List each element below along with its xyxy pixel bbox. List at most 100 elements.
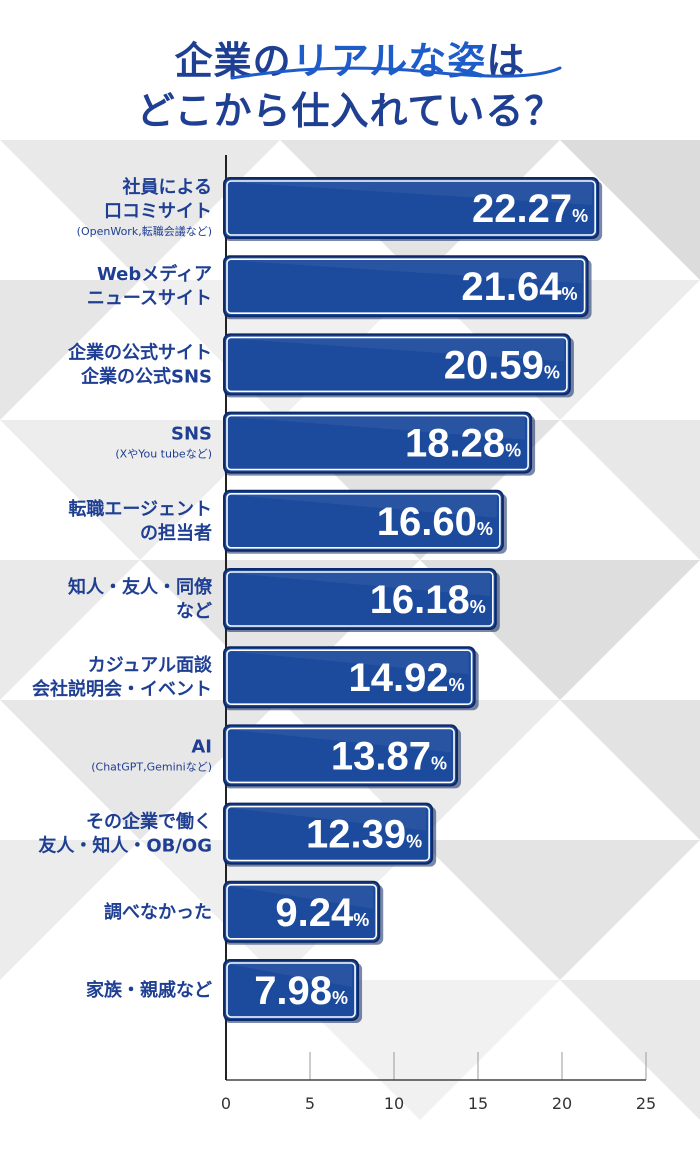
bar-value-number: 18.28 bbox=[405, 422, 505, 466]
category-label: SNS (XやYou tubeなど) bbox=[115, 424, 212, 461]
bar-group: 20.59% bbox=[223, 333, 574, 398]
bar-value-label: 12.39% bbox=[306, 813, 422, 857]
bar-value-number: 16.60 bbox=[377, 500, 477, 544]
bar-value-percent: % bbox=[470, 597, 486, 617]
bar-group: 14.92% bbox=[223, 646, 479, 711]
bar-inner-border bbox=[226, 883, 378, 940]
bar-inner-border bbox=[226, 649, 473, 706]
category-label: AI (ChatGPT,Geminiなど) bbox=[91, 736, 212, 773]
category-label-line: ニュースサイト bbox=[87, 288, 212, 309]
bar-inner-border bbox=[226, 336, 568, 393]
bar bbox=[223, 489, 504, 552]
bar-value-percent: % bbox=[505, 441, 521, 461]
category-label-line: 知人・友人・同僚 bbox=[68, 576, 213, 598]
category-label-line: 社員による bbox=[123, 176, 212, 198]
title-line-2: どこから仕入れている？ bbox=[136, 89, 564, 133]
bar-value-number: 14.92 bbox=[349, 656, 449, 700]
bar-value-label: 22.27% bbox=[472, 187, 588, 231]
bar bbox=[223, 568, 497, 630]
bar-group: 12.39% bbox=[223, 802, 437, 867]
category-label-line: など bbox=[176, 601, 212, 622]
bar-value-percent: % bbox=[562, 284, 578, 304]
category-note: (ChatGPT,Geminiなど) bbox=[91, 760, 212, 773]
category-label: 調べなかった bbox=[104, 901, 212, 923]
category-label: 家族・親戚など bbox=[86, 979, 212, 1001]
bar-sheen bbox=[228, 651, 469, 675]
bar bbox=[223, 724, 459, 787]
title-line-1: 企業のリアルな姿は bbox=[0, 30, 700, 85]
bar-value-label: 7.98% bbox=[254, 969, 348, 1013]
category-label-line: 口コミサイト bbox=[104, 201, 212, 222]
bar-value-number: 13.87 bbox=[331, 734, 431, 778]
bar bbox=[223, 880, 381, 943]
bar-value-percent: % bbox=[544, 362, 560, 382]
bar bbox=[223, 959, 360, 1021]
bar-value-label: 16.60% bbox=[377, 500, 493, 544]
category-label-line: カジュアル面談 bbox=[88, 654, 213, 676]
bar-value-label: 20.59% bbox=[444, 343, 560, 387]
bar-value-percent: % bbox=[449, 675, 465, 695]
bar-sheen bbox=[228, 964, 353, 987]
bar-value-label: 14.92% bbox=[349, 656, 465, 700]
category-note: (XやYou tubeなど) bbox=[115, 448, 212, 461]
bar-inner-border bbox=[226, 805, 430, 862]
category-label-line: 会社説明会・イベント bbox=[32, 678, 212, 700]
category-label-line: AI bbox=[191, 736, 212, 757]
bar-group: 18.28% bbox=[223, 411, 536, 476]
bar-sheen bbox=[228, 807, 427, 831]
bar-inner-border bbox=[226, 727, 455, 784]
bar-value-percent: % bbox=[431, 753, 447, 773]
bar-sheen bbox=[228, 416, 526, 440]
bar-value-percent: % bbox=[353, 910, 369, 930]
bar-value-percent: % bbox=[332, 988, 348, 1008]
bar-value-number: 21.64 bbox=[461, 265, 562, 309]
x-tick-label: 15 bbox=[468, 1094, 488, 1113]
title-underline-swoosh bbox=[230, 66, 562, 80]
bar-sheen bbox=[228, 260, 582, 284]
bar-group: 16.60% bbox=[223, 489, 507, 554]
bar-group: 7.98% bbox=[223, 959, 363, 1023]
bar-value-number: 22.27 bbox=[472, 187, 572, 231]
bar-inner-border bbox=[226, 414, 529, 471]
bar-group: 9.24% bbox=[223, 880, 384, 945]
category-label-line: の担当者 bbox=[140, 522, 212, 544]
category-label-line: Webメディア bbox=[97, 263, 212, 285]
title-prefix: 企業の bbox=[174, 39, 292, 83]
bar bbox=[223, 646, 476, 709]
bar-sheen bbox=[228, 729, 452, 753]
bar bbox=[223, 411, 533, 474]
bar-value-label: 18.28% bbox=[405, 422, 521, 466]
bar-sheen bbox=[228, 885, 374, 909]
category-label-line: 転職エージェント bbox=[68, 498, 212, 520]
x-tick-label: 25 bbox=[636, 1094, 656, 1113]
category-label-line: その企業で働く bbox=[86, 811, 212, 833]
bar-value-label: 9.24% bbox=[275, 891, 369, 935]
bar-value-number: 12.39 bbox=[306, 813, 406, 857]
category-label-line: 企業の公式SNS bbox=[80, 365, 212, 387]
bar-inner-border bbox=[226, 962, 356, 1018]
bar-inner-border bbox=[226, 180, 596, 236]
bar-value-percent: % bbox=[406, 832, 422, 852]
bar-value-percent: % bbox=[477, 519, 493, 539]
category-label-line: 企業の公式サイト bbox=[67, 341, 212, 363]
bar-group: 13.87% bbox=[223, 724, 462, 789]
bar-value-percent: % bbox=[572, 206, 588, 226]
bar-sheen bbox=[228, 182, 593, 205]
bar-value-label: 13.87% bbox=[331, 734, 447, 778]
category-label-line: SNS bbox=[171, 424, 212, 445]
title-highlight: リアルな姿 bbox=[291, 39, 487, 83]
category-note: (OpenWork,転職会議など) bbox=[77, 224, 212, 238]
bar-value-label: 21.64% bbox=[461, 265, 577, 309]
bar-value-number: 7.98 bbox=[254, 969, 332, 1013]
bar-inner-border bbox=[226, 571, 494, 627]
bar-value-label: 16.18% bbox=[370, 578, 486, 622]
category-label-line: 友人・知人・OB/OG bbox=[38, 835, 212, 857]
bar-sheen bbox=[228, 338, 564, 362]
